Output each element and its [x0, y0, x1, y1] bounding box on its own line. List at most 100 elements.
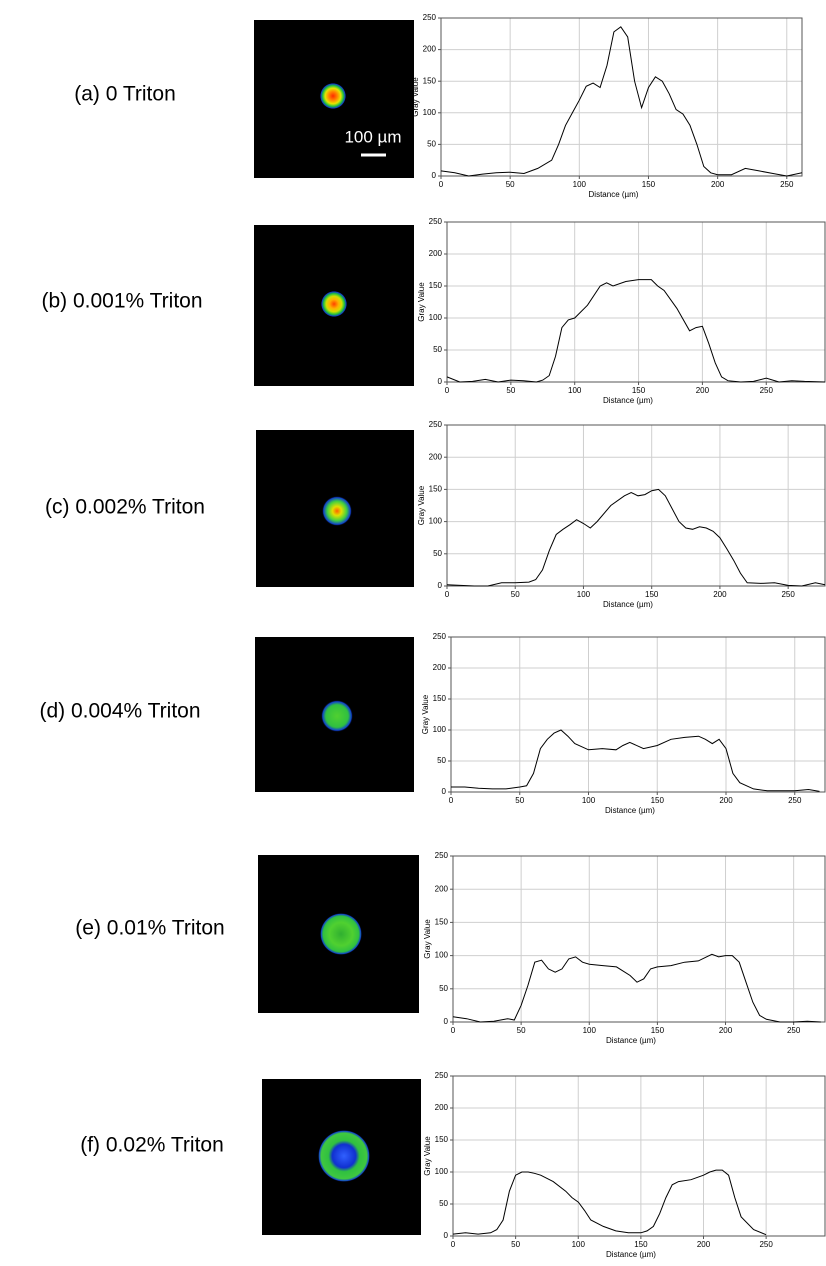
x-tick-label: 150 [632, 386, 646, 395]
plot-area [453, 856, 825, 1022]
x-tick-label: 200 [719, 796, 733, 805]
plot-area [447, 425, 825, 586]
y-axis-label: Gray Value [417, 485, 426, 525]
y-tick-label: 250 [435, 851, 449, 860]
y-tick-label: 100 [429, 313, 443, 322]
y-tick-label: 200 [423, 45, 437, 54]
y-axis-label: Gray Value [423, 1136, 432, 1176]
y-tick-label: 100 [435, 1167, 449, 1176]
y-tick-label: 200 [433, 663, 447, 672]
plot-area [453, 1076, 825, 1236]
y-tick-label: 250 [429, 420, 443, 429]
plot-area [447, 222, 825, 382]
x-axis-label: Distance (µm) [603, 600, 653, 609]
y-tick-label: 200 [429, 452, 443, 461]
x-axis-label: Distance (µm) [606, 1036, 656, 1045]
x-tick-label: 100 [568, 386, 582, 395]
y-tick-label: 0 [442, 787, 447, 796]
y-tick-label: 200 [429, 249, 443, 258]
x-tick-label: 200 [697, 1240, 711, 1249]
x-tick-label: 250 [780, 180, 794, 189]
y-tick-label: 150 [429, 281, 443, 290]
y-tick-label: 50 [437, 756, 446, 765]
y-tick-label: 250 [423, 13, 437, 22]
y-tick-label: 250 [433, 632, 447, 641]
y-tick-label: 150 [423, 76, 437, 85]
spot [320, 83, 346, 109]
x-axis-label: Distance (µm) [603, 396, 653, 405]
panel-label: (e) 0.01% Triton [75, 917, 224, 940]
x-axis-label: Distance (µm) [589, 190, 639, 199]
y-tick-label: 0 [438, 581, 443, 590]
y-tick-label: 150 [435, 918, 449, 927]
y-tick-label: 100 [433, 725, 447, 734]
x-tick-label: 150 [651, 796, 665, 805]
x-axis-label: Distance (µm) [605, 806, 655, 815]
x-tick-label: 0 [445, 386, 450, 395]
spot [321, 291, 347, 317]
y-tick-label: 150 [435, 1135, 449, 1144]
x-axis-label: Distance (µm) [606, 1250, 656, 1259]
x-tick-label: 0 [451, 1026, 456, 1035]
y-tick-label: 200 [435, 884, 449, 893]
panel-label: (b) 0.001% Triton [41, 290, 202, 313]
x-tick-label: 0 [445, 590, 450, 599]
x-tick-label: 100 [577, 590, 591, 599]
panel-label: (f) 0.02% Triton [80, 1134, 224, 1157]
x-tick-label: 100 [573, 180, 587, 189]
x-tick-label: 250 [759, 1240, 773, 1249]
y-tick-label: 50 [433, 549, 442, 558]
x-tick-label: 200 [711, 180, 725, 189]
y-tick-label: 200 [435, 1103, 449, 1112]
spot [318, 1130, 370, 1182]
x-tick-label: 200 [713, 590, 727, 599]
x-tick-label: 50 [517, 1026, 526, 1035]
spot-images: 100 µm [254, 20, 421, 1235]
x-tick-label: 100 [572, 1240, 586, 1249]
panel-label: (d) 0.004% Triton [39, 700, 200, 723]
spot [322, 496, 352, 526]
x-tick-label: 50 [511, 590, 520, 599]
x-tick-label: 100 [583, 1026, 597, 1035]
y-tick-label: 50 [427, 140, 436, 149]
x-tick-label: 0 [449, 796, 454, 805]
y-axis-label: Gray Value [417, 282, 426, 322]
x-tick-label: 250 [787, 1026, 801, 1035]
y-tick-label: 0 [444, 1017, 449, 1026]
x-tick-label: 250 [781, 590, 795, 599]
x-tick-label: 50 [506, 180, 515, 189]
y-axis-label: Gray Value [411, 77, 420, 117]
spot [321, 700, 353, 732]
plot-area [451, 637, 825, 792]
y-tick-label: 0 [432, 171, 437, 180]
x-tick-label: 150 [651, 1026, 665, 1035]
x-tick-label: 150 [645, 590, 659, 599]
y-tick-label: 100 [429, 517, 443, 526]
x-tick-label: 0 [451, 1240, 456, 1249]
x-tick-label: 150 [634, 1240, 648, 1249]
y-axis-label: Gray Value [421, 694, 430, 734]
y-tick-label: 50 [439, 1199, 448, 1208]
x-tick-label: 0 [439, 180, 444, 189]
y-tick-label: 0 [444, 1231, 449, 1240]
x-tick-label: 150 [642, 180, 656, 189]
x-tick-label: 50 [515, 796, 524, 805]
scale-bar-label: 100 µm [344, 127, 401, 146]
x-tick-label: 200 [719, 1026, 733, 1035]
y-tick-label: 150 [429, 485, 443, 494]
x-tick-label: 50 [511, 1240, 520, 1249]
y-tick-label: 50 [439, 984, 448, 993]
panel-label: (c) 0.002% Triton [45, 496, 205, 519]
plot-area [441, 18, 802, 176]
spot [320, 913, 362, 955]
x-tick-label: 250 [788, 796, 802, 805]
y-tick-label: 150 [433, 694, 447, 703]
y-tick-label: 250 [435, 1071, 449, 1080]
x-tick-label: 50 [506, 386, 515, 395]
panel-label: (a) 0 Triton [74, 83, 176, 106]
figure: 100 µm (a) 0 Triton 0 50 100 150 200 250 0 50 100… [0, 0, 826, 1266]
y-tick-label: 250 [429, 217, 443, 226]
y-tick-label: 0 [438, 377, 443, 386]
y-tick-label: 50 [433, 345, 442, 354]
x-tick-label: 100 [582, 796, 596, 805]
